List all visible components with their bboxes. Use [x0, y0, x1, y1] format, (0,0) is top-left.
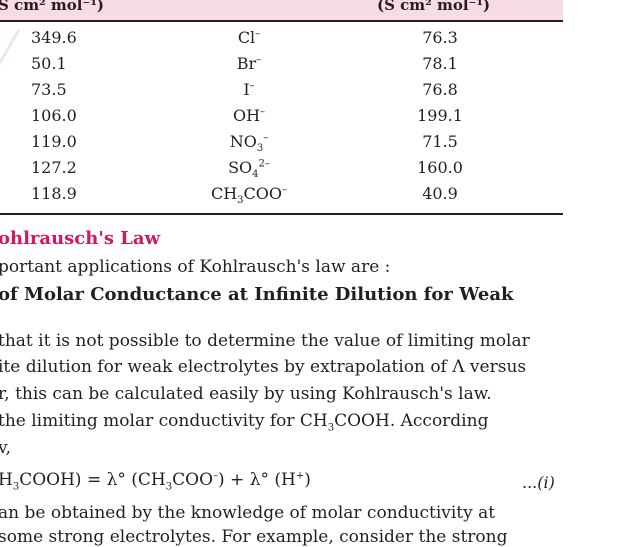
section-title: ohlrausch's Law: [0, 228, 161, 249]
anion-name: SO42–: [228, 158, 270, 181]
header-left: S cm² mol⁻¹): [0, 0, 105, 14]
anion-value: 160.0: [417, 158, 463, 177]
subheading: of Molar Conductance at Infinite Dilutio…: [0, 284, 514, 305]
table-row: 119.0 NO3– 71.5: [0, 129, 563, 155]
anion-value: 199.1: [417, 106, 463, 125]
table-header-band: S cm² mol⁻¹) (S cm² mol⁻¹): [0, 0, 563, 20]
table-rule-bottom: [0, 213, 563, 215]
anion-name: Br–: [236, 54, 262, 73]
table-row: 118.9 CH3COO– 40.9: [0, 181, 563, 207]
cation-value: 127.2: [31, 158, 77, 177]
anion-name: I–: [243, 80, 255, 99]
paragraph-line: r, this can be calculated easily by usin…: [0, 384, 492, 404]
anion-value: 40.9: [422, 184, 458, 203]
header-right: (S cm² mol⁻¹): [377, 0, 491, 14]
cation-value: 73.5: [31, 80, 67, 99]
equation: H3COOH) = λ° (CH3COO–) + λ° (H+): [0, 470, 311, 493]
paragraph-line: some strong electrolytes. For example, c…: [0, 527, 508, 547]
anion-value: 78.1: [422, 54, 458, 73]
paragraph-line: ite dilution for weak electrolytes by ex…: [0, 357, 527, 377]
equation-number: ...(i): [522, 473, 555, 492]
anion-value: 71.5: [422, 132, 458, 151]
anion-value: 76.8: [422, 80, 458, 99]
cation-value: 119.0: [31, 132, 77, 151]
paragraph-line: the limiting molar conductivity for CH3C…: [0, 411, 489, 434]
anion-name: CH3COO–: [210, 184, 288, 207]
paragraph-line: an be obtained by the knowledge of molar…: [0, 503, 496, 523]
anion-name: OH–: [232, 106, 266, 125]
table-row: 50.1 Br– 78.1: [0, 51, 563, 77]
paragraph-line: v,: [0, 438, 11, 458]
cation-value: 349.6: [31, 28, 77, 47]
table-row: 127.2 SO42– 160.0: [0, 155, 563, 181]
paragraph-line: that it is not possible to determine the…: [0, 331, 530, 351]
ionic-conductance-table: S cm² mol⁻¹) (S cm² mol⁻¹) 349.6 Cl– 76.…: [0, 0, 563, 216]
table-rule-top: [0, 20, 563, 22]
anion-name: NO3–: [229, 132, 269, 155]
cation-value: 50.1: [31, 54, 67, 73]
anion-value: 76.3: [422, 28, 458, 47]
cation-value: 118.9: [31, 184, 77, 203]
anion-name: Cl–: [237, 28, 261, 47]
intro-line: portant applications of Kohlrausch's law…: [0, 257, 391, 277]
table-row: 73.5 I– 76.8: [0, 77, 563, 103]
table-row: 349.6 Cl– 76.3: [0, 25, 563, 51]
table-row: 106.0 OH– 199.1: [0, 103, 563, 129]
cation-value: 106.0: [31, 106, 77, 125]
